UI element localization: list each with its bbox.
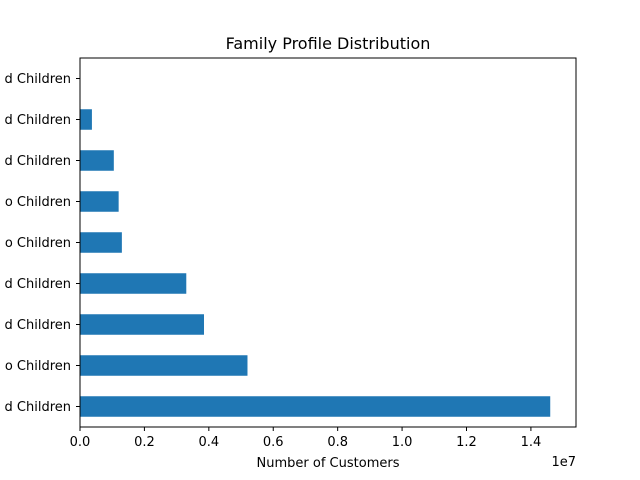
bar: [80, 109, 92, 130]
chart-title: Family Profile Distribution: [226, 34, 431, 53]
bar: [80, 232, 122, 253]
y-tick-label: o Children: [5, 195, 71, 210]
x-tick-label: 0.6: [263, 435, 284, 450]
y-axis-ticks: d Children o Children d Children d Children…: [5, 72, 80, 415]
x-tick-label: 0.2: [134, 435, 155, 450]
x-tick-label: 1.2: [456, 435, 477, 450]
bars-group: [80, 109, 551, 417]
x-tick-label: 0.8: [327, 435, 348, 450]
bar: [80, 314, 204, 335]
x-axis-ticks: 0.0 0.2 0.4 0.6 0.8 1.0 1.2 1.4: [70, 427, 542, 450]
x-tick-label: 0.4: [198, 435, 219, 450]
bar: [80, 396, 551, 417]
bar: [80, 150, 114, 171]
y-tick-label: d Children: [5, 400, 71, 415]
y-tick-label: d Children: [5, 113, 71, 128]
y-tick-label: o Children: [5, 236, 71, 251]
y-tick-label: d Children: [5, 72, 71, 87]
bar: [80, 355, 248, 376]
y-tick-label: d Children: [5, 277, 71, 292]
x-tick-label: 0.0: [70, 435, 91, 450]
x-axis-label: Number of Customers: [257, 456, 400, 471]
bar: [80, 273, 187, 294]
x-axis-offset-label: 1e7: [551, 455, 576, 470]
y-tick-label: d Children: [5, 154, 71, 169]
x-tick-label: 1.4: [521, 435, 542, 450]
y-tick-label: d Children: [5, 318, 71, 333]
x-tick-label: 1.0: [392, 435, 413, 450]
bar: [80, 191, 119, 212]
y-tick-label: o Children: [5, 359, 71, 374]
plot-frame: [79, 57, 577, 428]
